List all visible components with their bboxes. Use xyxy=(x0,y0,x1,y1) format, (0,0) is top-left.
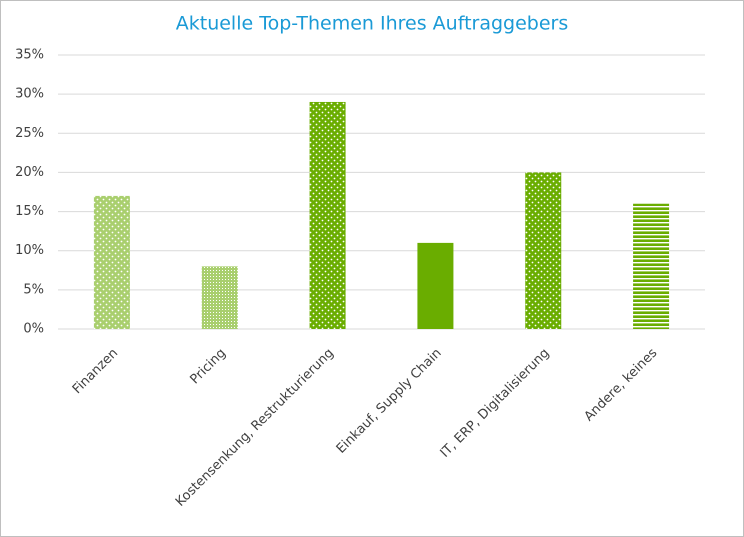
y-tick-label: 10% xyxy=(15,243,44,258)
y-tick-label: 0% xyxy=(23,322,44,337)
bar xyxy=(417,242,454,329)
bar xyxy=(525,172,562,329)
bar xyxy=(93,195,130,329)
bar xyxy=(633,203,670,329)
bar xyxy=(309,101,346,329)
y-tick-label: 30% xyxy=(15,87,44,102)
chart-title: Aktuelle Top-Themen Ihres Auftraggebers xyxy=(176,13,569,35)
bar xyxy=(201,266,238,329)
y-tick-label: 15% xyxy=(15,204,44,219)
y-tick-label: 20% xyxy=(15,165,44,180)
y-tick-label: 35% xyxy=(15,48,44,63)
y-tick-label: 25% xyxy=(15,126,44,141)
y-tick-label: 5% xyxy=(23,282,44,297)
